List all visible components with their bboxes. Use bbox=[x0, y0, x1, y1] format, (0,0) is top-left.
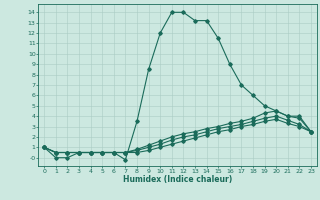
X-axis label: Humidex (Indice chaleur): Humidex (Indice chaleur) bbox=[123, 175, 232, 184]
